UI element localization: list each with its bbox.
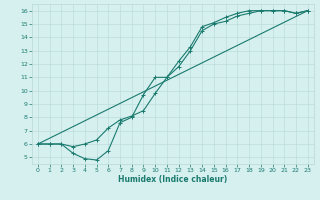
X-axis label: Humidex (Indice chaleur): Humidex (Indice chaleur) [118, 175, 228, 184]
